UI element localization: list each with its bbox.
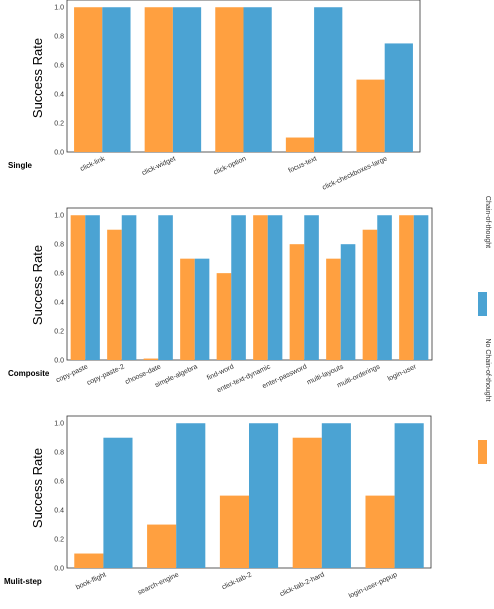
y-tick-label: 0.6 <box>54 271 64 278</box>
bar-cot-click-link <box>102 7 131 152</box>
bar-no-cot-login-user <box>399 215 414 360</box>
y-tick-label: 0.4 <box>54 92 64 99</box>
y-tick-label: 0.2 <box>54 329 64 336</box>
y-tick-label: 0.8 <box>54 34 64 41</box>
bar-no-cot-focus-text <box>285 137 315 152</box>
y-axis-label: Success Rate <box>30 38 45 118</box>
y-tick-label: 0.2 <box>54 121 64 128</box>
bar-cot-copy-paste <box>85 215 100 360</box>
bar-no-cot-enter-text-dynamic <box>253 215 268 360</box>
bar-no-cot-multi-layouts <box>326 258 341 360</box>
y-tick-label: 0.4 <box>54 300 64 307</box>
bar-cot-search-engine <box>176 423 206 568</box>
y-axis-label: Success Rate <box>30 448 45 528</box>
bar-no-cot-copy-paste-2 <box>107 229 122 360</box>
x-tick-label: copy-paste <box>55 363 89 384</box>
bar-no-cot-enter-password <box>289 244 305 360</box>
bar-cot-click-tab-2 <box>249 423 279 568</box>
y-axis-label: Success Rate <box>30 245 45 325</box>
bar-no-cot-click-widget <box>144 7 173 152</box>
y-tick-label: 1.0 <box>54 213 64 220</box>
bar-cot-multi-orderings <box>377 215 392 360</box>
bar-cot-click-option <box>243 7 272 152</box>
panel-title: Composite <box>8 369 50 378</box>
bar-no-cot-click-link <box>74 7 103 152</box>
y-tick-label: 0.6 <box>54 63 64 70</box>
bar-no-cot-simple-algebra <box>180 258 195 360</box>
panel-title: Mulit-step <box>4 577 42 586</box>
y-tick-label: 1.0 <box>54 421 64 428</box>
y-tick-label: 0.4 <box>54 508 64 515</box>
x-tick-label: focus-text <box>287 155 318 174</box>
bar-no-cot-click-tab-2-hard <box>292 437 322 568</box>
y-tick-label: 0.0 <box>54 358 64 365</box>
bar-cot-focus-text <box>314 7 343 152</box>
x-tick-label: login-user <box>387 363 418 383</box>
legend-label-no-cot: No Chain-of-thought <box>484 338 491 401</box>
bar-cot-login-user-popup <box>394 423 424 568</box>
bar-cot-find-word <box>231 215 246 360</box>
x-tick-label: book-flight <box>75 571 107 591</box>
x-tick-label: click-link <box>79 155 106 173</box>
bar-cot-copy-paste-2 <box>121 215 137 360</box>
y-tick-label: 0.0 <box>54 150 64 157</box>
panel-single: Success Rate Single 0.0 0.2 0.4 0.6 0.8 1.0 cl… <box>8 0 421 192</box>
legend-label-cot: Chain-of-thought <box>484 196 491 248</box>
bar-cot-simple-algebra <box>194 258 210 360</box>
y-tick-label: 0.6 <box>54 479 64 486</box>
x-tick-label: copy-paste-2 <box>86 363 126 386</box>
legend-swatch-cot <box>478 292 487 316</box>
x-tick-label: click-checkboxes-large <box>321 155 388 191</box>
bar-no-cot-click-checkboxes-large <box>356 79 385 152</box>
bar-cot-multi-layouts <box>340 244 356 360</box>
y-tick-label: 0.8 <box>54 242 64 249</box>
bar-no-cot-click-option <box>215 7 244 152</box>
panel-multi-step: Success Rate Mulit-step 0.0 0.2 0.4 0.6 0.8 1… <box>4 415 432 600</box>
x-tick-label: find-word <box>206 363 235 382</box>
bar-no-cot-search-engine <box>147 524 177 568</box>
legend: Chain-of-thought No Chain-of-thought <box>478 196 491 464</box>
x-tick-label: click-tab-2 <box>221 571 253 591</box>
y-tick-label: 1.0 <box>54 5 64 12</box>
bar-no-cot-copy-paste <box>70 215 86 360</box>
bar-no-cot-find-word <box>216 273 232 360</box>
bar-cot-enter-password <box>304 215 319 360</box>
y-tick-label: 0.8 <box>54 450 64 457</box>
y-tick-label: 0.0 <box>54 566 64 573</box>
bar-cot-click-tab-2-hard <box>321 423 351 568</box>
x-tick-label: click-tab-2-hard <box>279 571 326 598</box>
bar-cot-click-widget <box>172 7 202 152</box>
x-tick-label: login-user-popup <box>348 571 399 600</box>
x-tick-label: click-option <box>213 155 248 176</box>
y-tick-label: 0.2 <box>54 537 64 544</box>
panel-title: Single <box>8 161 33 170</box>
legend-swatch-no-cot <box>478 440 487 464</box>
plot-frame <box>66 207 433 361</box>
panel-composite: Success Rate Composite 0.0 0.2 0.4 0.6 0.8 1.… <box>8 207 433 394</box>
x-tick-label: click-widget <box>141 155 177 177</box>
bar-no-cot-multi-orderings <box>362 229 378 360</box>
x-tick-label: search-engine <box>137 571 180 596</box>
bar-no-cot-click-tab-2 <box>219 495 249 568</box>
bar-cot-click-checkboxes-large <box>384 43 413 152</box>
bar-cot-choose-date <box>158 215 173 360</box>
bar-no-cot-login-user-popup <box>365 495 395 568</box>
bar-cot-enter-text-dynamic <box>267 215 283 360</box>
bar-cot-login-user <box>413 215 429 360</box>
bar-no-cot-book-flight <box>74 553 104 568</box>
bar-cot-book-flight <box>103 437 133 568</box>
bar-no-cot-choose-date <box>143 358 159 360</box>
